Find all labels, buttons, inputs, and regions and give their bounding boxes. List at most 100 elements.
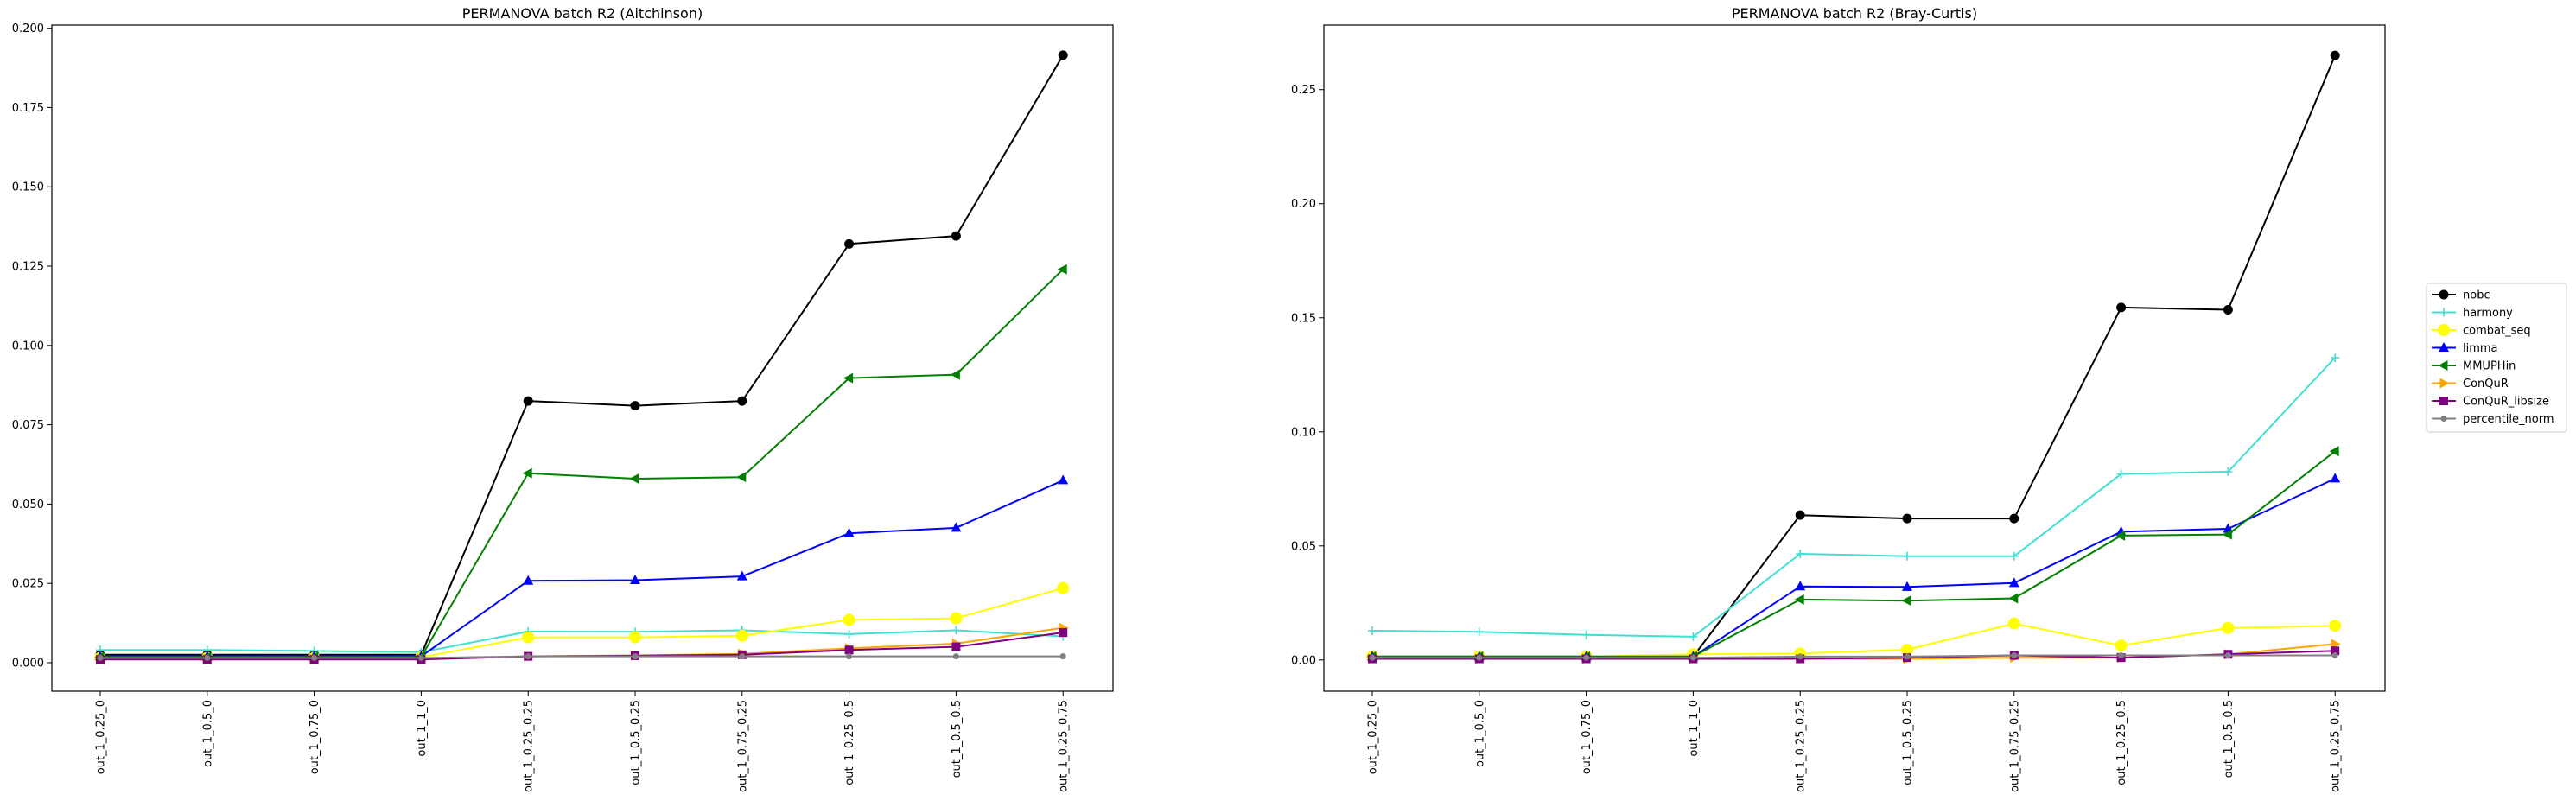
bray-curtis-series-harmony [1368, 353, 2340, 641]
aitchison-point-limma [951, 522, 962, 532]
bray-curtis-line-mmuphin [1372, 450, 2336, 658]
aitchison-line-mmuphin [100, 268, 1064, 658]
aitchison-point-harmony [951, 626, 961, 635]
aitchison-chart: PERMANOVA batch R2 (Aitchinson) 0.000 0.0… [12, 5, 1114, 792]
aitchison-point-percentile-norm [97, 654, 104, 661]
aitchison-point-percentile-norm [846, 653, 853, 660]
aitchison-x-tick-label: out_1_0.5_0.5 [951, 700, 964, 778]
aitchison-point-combat-seq [950, 612, 963, 625]
aitchison-point-nobc [523, 396, 533, 406]
aitchison-plot-frame [51, 24, 1114, 692]
aitchison-y-tick-label: 0.075 [12, 419, 44, 432]
legend-item-conqur: ConQuR [2432, 378, 2509, 391]
aitchison-y-tick-label: 0.000 [12, 657, 44, 670]
bray-curtis-point-nobc [1795, 510, 1805, 520]
aitchison-point-limma [630, 575, 640, 584]
legend-item-mmuphin: MMUPHin [2432, 360, 2516, 373]
bray-curtis-point-mmuphin [2115, 530, 2126, 541]
aitchison-point-nobc [951, 231, 961, 241]
bray-curtis-point-percentile-norm [1904, 653, 1911, 660]
bray-curtis-line-percentile-norm [1372, 654, 2336, 659]
bray-curtis-line-nobc [1372, 54, 2337, 658]
aitchison-point-percentile-norm [632, 653, 639, 660]
aitchison-line-harmony [100, 629, 1064, 653]
aitchison-point-mmuphin [843, 372, 854, 384]
bray-curtis-point-limma [2330, 473, 2341, 483]
bray-curtis-y-tick-label: 0.00 [1291, 654, 1316, 667]
aitchison-point-percentile-norm [1059, 653, 1066, 660]
aitchison-x-axis: out_1_0.25_0 out_1_0.5_0 out_1_0.75_0 out_1… [95, 691, 1071, 792]
bray-curtis-point-harmony [2331, 353, 2340, 362]
bray-curtis-point-percentile-norm [1369, 654, 1376, 661]
legend-item-harmony: harmony [2432, 307, 2513, 320]
aitchison-y-tick-label: 0.100 [12, 340, 44, 353]
bray-curtis-y-tick-label: 0.15 [1291, 312, 1316, 325]
aitchison-point-combat-seq [1057, 581, 1070, 594]
aitchison-x-tick-label: out_1_1_0 [416, 700, 429, 757]
legend-label: limma [2463, 342, 2498, 355]
bray-curtis-point-percentile-norm [2224, 652, 2231, 659]
bray-curtis-point-harmony [1796, 550, 1805, 559]
aitchison-point-percentile-norm [417, 654, 424, 661]
aitchison-point-percentile-norm [525, 653, 531, 660]
bray-curtis-x-tick-label: out_1_1_0 [1688, 700, 1701, 757]
aitchison-point-conqur-libsize [1059, 628, 1068, 638]
bray-curtis-chart: PERMANOVA batch R2 (Bray-Curtis) 0.000.0… [1291, 5, 2386, 792]
bray-curtis-point-mmuphin [1901, 595, 1911, 607]
aitchison-y-tick-label: 0.150 [12, 181, 44, 194]
bray-curtis-point-mmuphin [2222, 529, 2232, 540]
bray-curtis-point-nobc [1902, 513, 1912, 524]
aitchison-point-nobc [1058, 50, 1068, 60]
aitchison-y-tick-label: 0.125 [12, 261, 44, 274]
bray-curtis-point-combat-seq [2115, 639, 2128, 652]
aitchison-series [94, 50, 1070, 664]
bray-curtis-line-combat-seq [1372, 622, 2336, 658]
legend-swatch-marker [2439, 378, 2450, 389]
bray-curtis-x-axis: out_1_0.25_0 out_1_0.5_0 out_1_0.75_0 out_1… [1367, 691, 2343, 792]
legend-swatch-marker [2438, 360, 2448, 371]
legend-label: MMUPHin [2463, 360, 2516, 373]
bray-curtis-point-harmony [1581, 630, 1591, 639]
bray-curtis-point-percentile-norm [1689, 654, 1696, 661]
bray-curtis-point-limma [2008, 577, 2019, 588]
aitchison-series-combat-seq [94, 581, 1070, 664]
bray-curtis-series-percentile-norm [1369, 652, 2338, 661]
legend-swatch-marker [2439, 289, 2449, 300]
aitchison-x-tick-label: out_1_0.75_0 [308, 700, 321, 774]
bray-curtis-point-nobc [2330, 50, 2340, 60]
bray-curtis-x-tick-label: out_1_0.25_0.25 [1795, 700, 1808, 792]
legend-swatch-marker [2439, 397, 2448, 405]
bray-curtis-point-percentile-norm [1797, 653, 1803, 660]
bray-curtis-point-nobc [2009, 513, 2019, 524]
aitchison-point-mmuphin [950, 369, 960, 380]
aitchison-point-limma [1058, 474, 1069, 485]
aitchison-point-limma [523, 575, 534, 585]
aitchison-point-combat-seq [843, 613, 855, 626]
aitchison-y-tick-label: 0.200 [12, 22, 44, 35]
bray-curtis-y-tick-label: 0.20 [1291, 198, 1316, 211]
bray-curtis-y-tick-label: 0.10 [1291, 426, 1316, 439]
aitchison-x-tick-label: out_1_0.5_0 [201, 700, 214, 767]
bray-curtis-point-combat-seq [2329, 620, 2342, 632]
bray-curtis-y-tick-label: 0.05 [1291, 540, 1316, 553]
legend-swatch-marker [2438, 324, 2450, 336]
bray-curtis-series-nobc [1367, 50, 2340, 662]
bray-curtis-x-tick-label: out_1_0.75_0 [1581, 700, 1593, 774]
aitchison-point-harmony [844, 629, 854, 639]
legend-item-percentile-norm: percentile_norm [2432, 413, 2554, 426]
aitchison-point-mmuphin [522, 467, 532, 479]
aitchison-x-tick-label: out_1_0.75_0.25 [736, 700, 749, 792]
bray-curtis-point-mmuphin [2329, 446, 2339, 457]
legend-swatch-marker [2439, 308, 2448, 317]
legend-label: combat_seq [2463, 325, 2531, 338]
aitchison-chart-title: PERMANOVA batch R2 (Aitchinson) [462, 5, 703, 22]
legend-item-combat-seq: combat_seq [2432, 324, 2531, 338]
bray-curtis-point-combat-seq [1901, 643, 1913, 656]
aitchison-point-percentile-norm [952, 653, 959, 660]
bray-curtis-point-combat-seq [2007, 617, 2020, 630]
bray-curtis-point-harmony [1368, 626, 1377, 636]
bray-curtis-point-mmuphin [1794, 594, 1804, 605]
aitchison-point-combat-seq [735, 629, 748, 642]
